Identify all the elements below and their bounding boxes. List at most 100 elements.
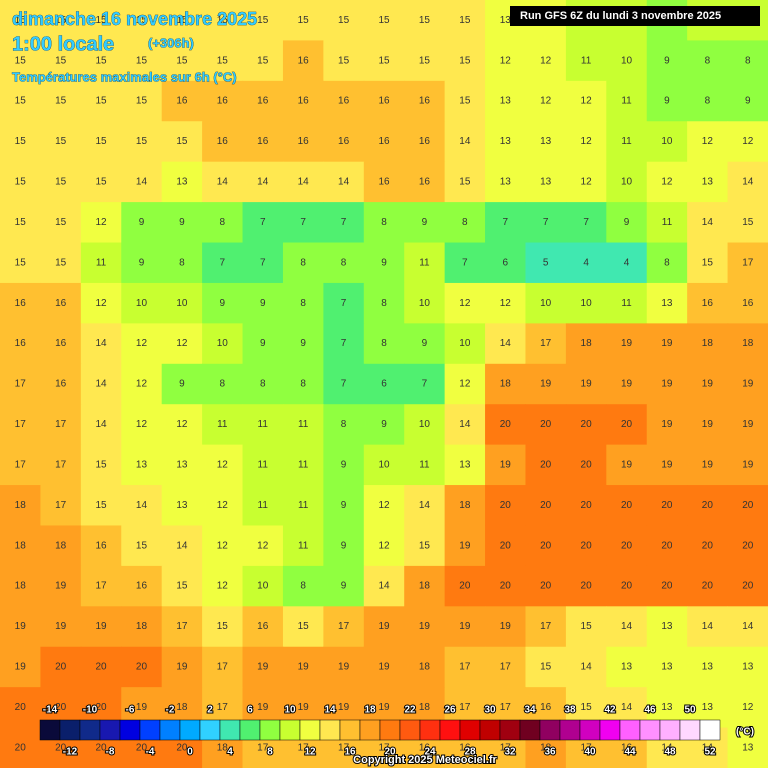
temp-cell xyxy=(0,727,41,768)
temp-cell xyxy=(161,404,203,446)
temp-cell xyxy=(0,363,41,405)
legend-label: 18 xyxy=(364,705,376,716)
temp-cell xyxy=(40,282,82,324)
temp-value: 9 xyxy=(179,379,185,390)
temp-value: 8 xyxy=(664,257,670,268)
temp-cell xyxy=(242,282,284,324)
temp-value: 13 xyxy=(136,459,148,470)
temp-value: 12 xyxy=(95,217,107,228)
legend-label: 22 xyxy=(404,705,416,716)
temp-cell xyxy=(727,121,768,163)
temp-value: 17 xyxy=(55,419,67,430)
temp-value: 15 xyxy=(581,621,593,632)
temp-cell xyxy=(202,444,244,486)
temp-value: 13 xyxy=(500,136,512,147)
temp-value: 12 xyxy=(540,55,552,66)
temp-cell xyxy=(363,525,405,567)
temp-value: 17 xyxy=(298,742,310,753)
temp-cell xyxy=(323,282,365,324)
temp-value: 11 xyxy=(258,500,269,511)
temp-value: 20 xyxy=(55,742,67,753)
temp-cell xyxy=(80,444,122,486)
temp-value: 9 xyxy=(300,338,306,349)
temp-cell xyxy=(242,485,284,526)
temp-value: 19 xyxy=(419,621,431,632)
temp-cell xyxy=(282,525,324,567)
temp-cell xyxy=(80,161,122,203)
legend-label: 34 xyxy=(524,705,536,716)
temp-value: 15 xyxy=(15,257,27,268)
temp-cell xyxy=(485,363,526,405)
temp-value: 12 xyxy=(581,96,593,107)
temp-value: 15 xyxy=(95,500,107,511)
legend-swatch xyxy=(359,719,381,741)
temp-value: 20 xyxy=(540,500,552,511)
legend-swatch xyxy=(459,719,481,741)
temp-cell xyxy=(121,282,163,324)
temp-cell xyxy=(0,323,41,365)
temp-cell xyxy=(444,363,486,405)
temp-cell xyxy=(80,525,122,567)
temp-value: 14 xyxy=(95,419,107,430)
temp-cell xyxy=(485,565,526,607)
legend-swatch xyxy=(339,719,361,741)
temp-cell xyxy=(606,444,648,486)
temp-cell xyxy=(687,40,729,82)
temp-value: 17 xyxy=(742,257,754,268)
temp-value: 13 xyxy=(500,177,512,188)
temp-value: 15 xyxy=(15,136,27,147)
temp-cell xyxy=(363,282,405,324)
legend-swatch xyxy=(419,719,441,741)
temp-value: 19 xyxy=(661,338,673,349)
temp-cell xyxy=(525,565,567,607)
temp-value: 17 xyxy=(540,621,552,632)
legend-swatch xyxy=(179,719,201,741)
temp-cell xyxy=(242,363,284,405)
temp-value: 20 xyxy=(55,702,67,713)
temp-value: 19 xyxy=(136,702,148,713)
temp-cell xyxy=(0,606,41,648)
temp-cell xyxy=(202,0,244,41)
temp-value: 17 xyxy=(15,459,27,470)
temp-cell xyxy=(80,282,122,324)
temp-cell xyxy=(161,0,203,41)
temp-cell xyxy=(646,404,688,446)
temp-value: 19 xyxy=(378,662,390,673)
legend-label: -10 xyxy=(83,705,98,716)
temp-value: 15 xyxy=(15,177,27,188)
temp-value: 20 xyxy=(95,702,107,713)
temp-value: 17 xyxy=(217,662,229,673)
legend-swatch xyxy=(699,719,721,741)
temp-cell xyxy=(687,606,729,648)
temp-cell xyxy=(606,606,648,648)
temp-cell xyxy=(606,646,648,688)
temp-cell xyxy=(202,80,244,122)
temp-value: 20 xyxy=(459,581,471,592)
temp-cell xyxy=(282,161,324,203)
legend-label: 52 xyxy=(704,747,716,758)
temp-value: 15 xyxy=(95,136,107,147)
temp-cell xyxy=(606,565,648,607)
temp-value: 10 xyxy=(661,136,673,147)
temp-cell xyxy=(727,444,768,486)
temp-value: 16 xyxy=(338,96,350,107)
temp-value: 12 xyxy=(257,540,269,551)
temp-value: 17 xyxy=(15,419,27,430)
temp-cell xyxy=(323,363,365,405)
temp-cell xyxy=(0,485,41,526)
temp-cell xyxy=(323,565,365,607)
temp-cell xyxy=(161,40,203,82)
temp-value: 14 xyxy=(661,742,673,753)
temp-value: 15 xyxy=(702,257,714,268)
temp-value: 15 xyxy=(419,55,431,66)
temp-value: 16 xyxy=(419,136,431,147)
temp-value: 14 xyxy=(581,662,593,673)
temp-value: 16 xyxy=(95,540,107,551)
temp-value: 15 xyxy=(217,55,229,66)
temp-value: 14 xyxy=(136,177,148,188)
temp-cell xyxy=(242,242,284,284)
temp-value: 12 xyxy=(500,298,512,309)
temp-cell xyxy=(323,404,365,446)
temp-cell xyxy=(323,161,365,203)
temp-cell xyxy=(565,242,607,284)
